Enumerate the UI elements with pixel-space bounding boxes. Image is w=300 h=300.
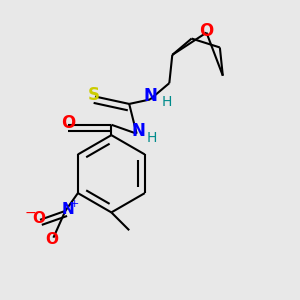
Text: O: O [45,232,58,247]
Text: +: + [70,200,80,209]
Text: N: N [143,87,157,105]
Text: O: O [199,22,214,40]
Text: H: H [161,95,172,110]
Text: N: N [61,202,74,217]
Text: S: S [88,86,100,104]
Text: H: H [146,131,157,145]
Text: N: N [131,122,145,140]
Text: O: O [61,114,75,132]
Text: −: − [25,206,36,220]
Text: O: O [32,211,45,226]
